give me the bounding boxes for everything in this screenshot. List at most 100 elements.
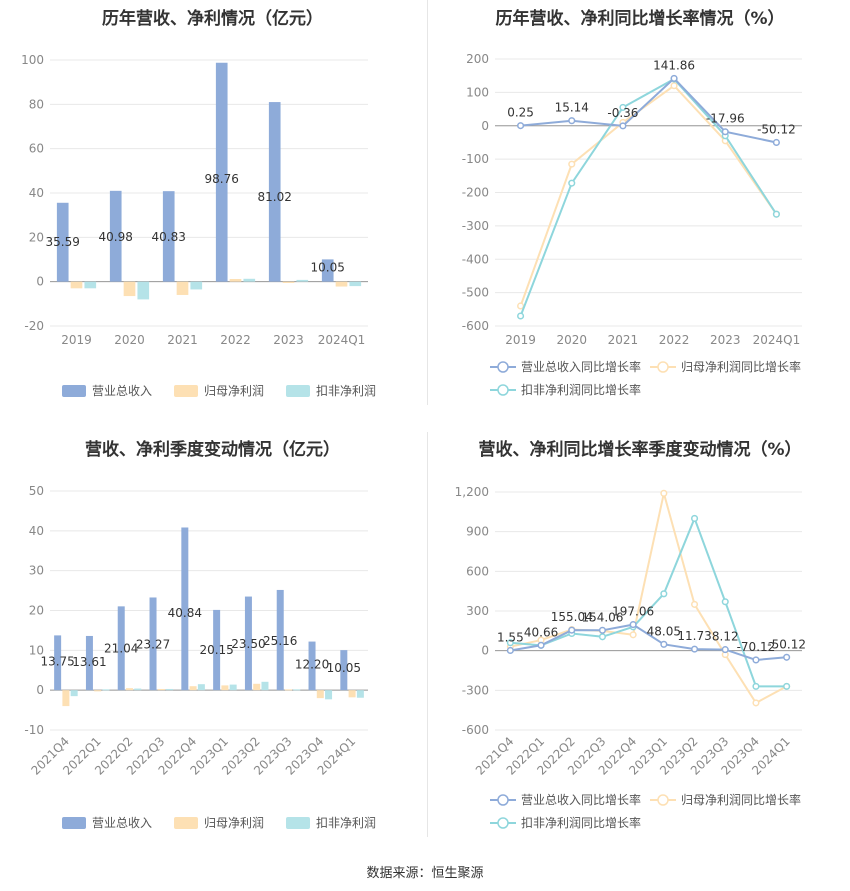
bar bbox=[197, 684, 205, 691]
bar bbox=[70, 690, 78, 697]
legend-label: 营业总收入 bbox=[92, 384, 152, 398]
y-tick-label: -500 bbox=[462, 286, 489, 300]
data-point bbox=[506, 646, 514, 655]
bar bbox=[221, 685, 229, 691]
y-tick-label: -400 bbox=[462, 252, 489, 266]
data-point bbox=[691, 645, 699, 653]
y-tick-label: 20 bbox=[29, 230, 44, 244]
legend-swatch bbox=[62, 385, 86, 397]
chart-title: 历年营收、净利情况（亿元） bbox=[102, 9, 323, 29]
y-tick-label: 30 bbox=[29, 564, 44, 578]
legend-swatch bbox=[286, 817, 310, 829]
y-tick-label: 50 bbox=[29, 484, 44, 498]
legend-label: 营业总收入同比增长率 bbox=[521, 792, 641, 807]
bar bbox=[340, 650, 348, 691]
x-tick-label: 2023 bbox=[710, 333, 741, 347]
data-point bbox=[537, 641, 545, 649]
bar bbox=[54, 635, 62, 691]
x-tick-label: 2021 bbox=[608, 333, 639, 347]
x-tick-label: 2019 bbox=[505, 333, 536, 347]
bar bbox=[213, 609, 221, 691]
data-source-note: 数据来源：恒生聚源 bbox=[366, 866, 484, 881]
data-label: 10.05 bbox=[311, 261, 345, 275]
legend-label: 归母净利润 bbox=[204, 384, 264, 398]
x-tick-label: 2023 bbox=[273, 333, 304, 347]
x-tick-label: 2019 bbox=[61, 333, 92, 347]
data-point bbox=[660, 640, 668, 648]
y-tick-label: 1,200 bbox=[455, 485, 489, 499]
data-label: 40.84 bbox=[168, 606, 202, 620]
legend-swatch-marker bbox=[497, 817, 509, 829]
chart-title: 营收、净利季度变动情况（亿元） bbox=[85, 440, 340, 460]
bar bbox=[190, 281, 203, 290]
legend-swatch bbox=[174, 385, 198, 397]
series-line bbox=[510, 515, 787, 688]
y-tick-label: 0 bbox=[36, 683, 44, 697]
data-label: 197.06 bbox=[612, 605, 654, 619]
bar bbox=[285, 689, 292, 691]
bar bbox=[94, 690, 102, 692]
data-point bbox=[568, 626, 576, 634]
bar-chart-svg: 100 80 60 40 20 0 -20 2019 2020 2021 2022 2023 2024Q… bbox=[21, 53, 376, 398]
data-label: -0.36 bbox=[607, 106, 638, 120]
bar bbox=[229, 279, 242, 282]
bar bbox=[70, 281, 83, 289]
legend-swatch-marker bbox=[657, 361, 669, 373]
bar bbox=[157, 688, 165, 691]
y-tick-label: 900 bbox=[466, 525, 489, 539]
legend-swatch-marker bbox=[497, 794, 509, 806]
legend-label: 扣非净利润同比增长率 bbox=[521, 815, 641, 830]
data-label: 40.66 bbox=[524, 625, 558, 639]
chart-title: 历年营收、净利同比增长率情况（%） bbox=[495, 9, 785, 29]
data-label: 35.59 bbox=[46, 235, 80, 249]
bar bbox=[282, 281, 295, 283]
y-tick-label: 60 bbox=[29, 142, 44, 156]
legend-label: 扣非净利润 bbox=[316, 816, 376, 830]
legend-label: 扣非净利润 bbox=[316, 384, 376, 398]
x-tick-label: 2020 bbox=[556, 333, 587, 347]
legend-label: 扣非净利润同比增长率 bbox=[521, 382, 641, 397]
chart-quarterly-growth-rate: 营收、净利同比增长率季度变动情况（%） 1,200 900 600 300 0 -300 -… bbox=[430, 430, 850, 850]
data-point bbox=[670, 82, 678, 90]
series-line bbox=[520, 77, 777, 144]
data-point bbox=[619, 103, 627, 111]
y-tick-label: 300 bbox=[466, 604, 489, 618]
chart-annual-growth-rate: 历年营收、净利同比增长率情况（%） 200 100 0 -100 -200 -300 -40… bbox=[430, 0, 850, 420]
bar bbox=[102, 689, 110, 691]
bar bbox=[85, 635, 93, 691]
legend-swatch-marker bbox=[497, 384, 509, 396]
data-point bbox=[721, 598, 729, 606]
y-tick-label: -300 bbox=[462, 219, 489, 233]
data-label: -50.12 bbox=[767, 637, 806, 651]
bar bbox=[244, 596, 252, 691]
data-label: 8.12 bbox=[712, 630, 739, 644]
bar bbox=[109, 190, 122, 282]
data-point bbox=[568, 179, 576, 187]
data-label: 13.75 bbox=[40, 655, 74, 669]
chart-title: 营收、净利同比增长率季度变动情况（%） bbox=[478, 440, 802, 460]
y-tick-label: -600 bbox=[462, 723, 489, 737]
legend-swatch-marker bbox=[497, 361, 509, 373]
bar bbox=[335, 281, 348, 287]
data-point bbox=[517, 302, 525, 310]
bar bbox=[137, 281, 150, 300]
data-label: 10.05 bbox=[327, 661, 361, 675]
data-label: 23.50 bbox=[231, 637, 265, 651]
line-chart-svg: 200 100 0 -100 -200 -300 -400 -500 -600 2019 2020 2… bbox=[462, 52, 802, 397]
data-label: -70.12 bbox=[737, 640, 776, 654]
data-label: 21.04 bbox=[104, 641, 138, 655]
data-point bbox=[670, 74, 678, 82]
data-label: 98.76 bbox=[205, 172, 239, 186]
y-tick-label: 200 bbox=[466, 52, 489, 66]
bar bbox=[126, 688, 133, 691]
bar bbox=[296, 279, 309, 282]
data-point bbox=[660, 489, 668, 497]
legend-label: 归母净利润同比增长率 bbox=[681, 792, 801, 807]
bar bbox=[134, 688, 142, 691]
data-point bbox=[752, 682, 760, 690]
data-label: 81.02 bbox=[258, 190, 292, 204]
data-point bbox=[752, 656, 760, 664]
bar bbox=[308, 641, 316, 691]
legend-swatch bbox=[62, 817, 86, 829]
legend-label: 营业总收入同比增长率 bbox=[521, 359, 641, 374]
